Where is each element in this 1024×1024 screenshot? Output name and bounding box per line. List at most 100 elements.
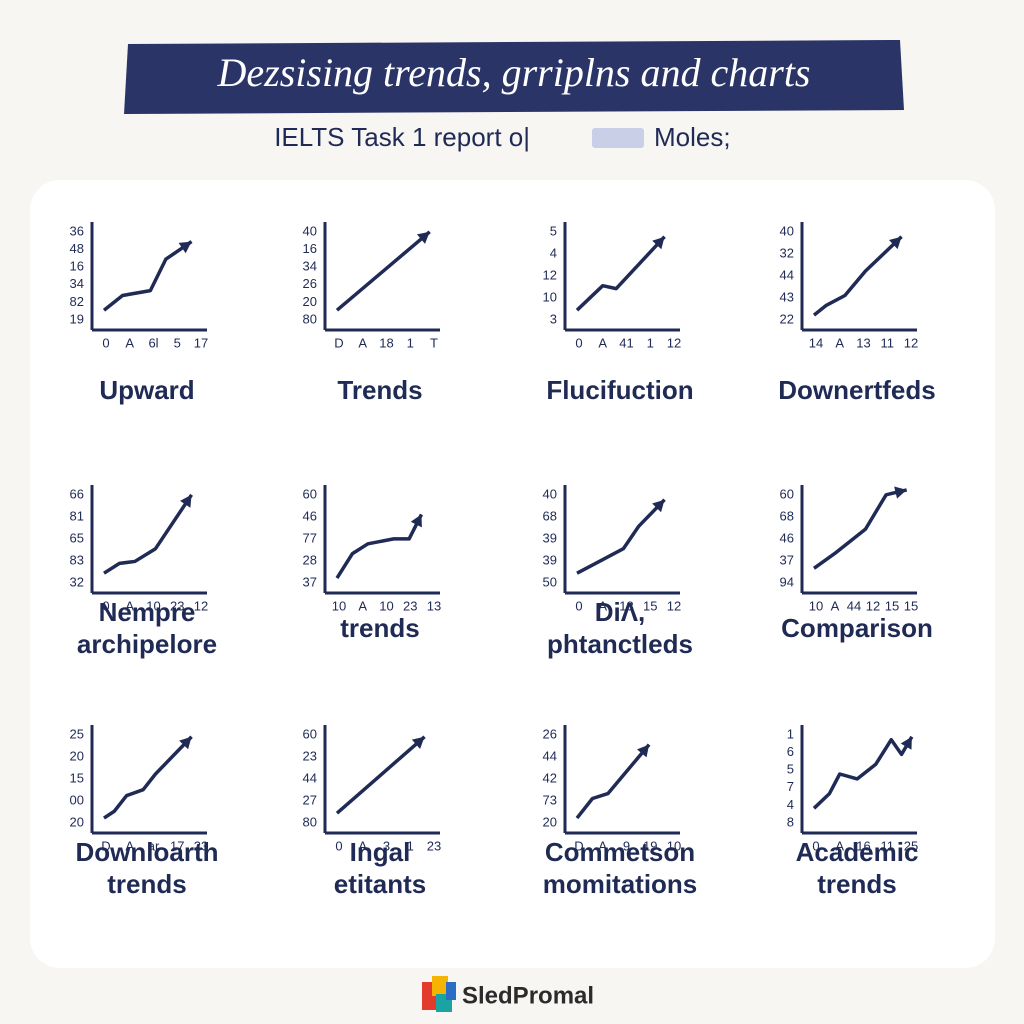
x-tick-label: A <box>125 335 134 350</box>
x-tick-label: A <box>125 598 134 613</box>
subtitle: IELTS Task 1 report o| <box>274 122 530 152</box>
arrow-head <box>178 241 192 254</box>
y-tick-label: 60 <box>303 486 317 501</box>
x-tick-label: 12 <box>866 598 880 613</box>
title: Dezsising trends, grriplns and charts <box>216 50 810 95</box>
y-tick-label: 40 <box>543 486 557 501</box>
y-tick-label: 40 <box>303 223 317 238</box>
y-tick-label: 20 <box>303 294 317 309</box>
x-tick-label: 18 <box>379 335 393 350</box>
arrow-head <box>179 736 192 750</box>
y-tick-label: 23 <box>303 748 317 763</box>
x-tick-label: 1 <box>647 335 654 350</box>
x-tick-label: 19 <box>643 838 657 853</box>
y-tick-label: 60 <box>303 726 317 741</box>
x-tick-label: 12 <box>904 335 918 350</box>
y-tick-label: 50 <box>543 574 557 589</box>
y-tick-label: 66 <box>70 486 84 501</box>
y-tick-label: 37 <box>303 574 317 589</box>
caption: trends <box>107 869 186 899</box>
caption: Trends <box>337 375 422 405</box>
y-tick-label: 20 <box>70 748 84 763</box>
y-tick-label: 20 <box>543 814 557 829</box>
y-tick-label: 94 <box>780 574 794 589</box>
y-tick-label: 65 <box>70 530 84 545</box>
y-tick-label: 8 <box>787 814 794 829</box>
x-tick-label: D <box>334 335 343 350</box>
y-tick-label: 68 <box>543 508 557 523</box>
x-tick-label: 23 <box>427 838 441 853</box>
y-tick-label: 48 <box>70 241 84 256</box>
caption: etitants <box>334 869 426 899</box>
x-tick-label: A <box>598 838 607 853</box>
x-tick-label: 23 <box>403 598 417 613</box>
y-tick-label: 37 <box>780 552 794 567</box>
y-tick-label: 6 <box>787 744 794 759</box>
y-tick-label: 5 <box>550 223 557 238</box>
caption: Commetson <box>545 837 695 867</box>
y-tick-label: 39 <box>543 552 557 567</box>
caption: Flucifuction <box>546 375 693 405</box>
x-tick-label: 6l <box>148 335 158 350</box>
y-tick-label: 39 <box>543 530 557 545</box>
caption: DiɅ, <box>595 597 646 627</box>
y-tick-label: 19 <box>70 311 84 326</box>
x-tick-label: 10 <box>146 598 160 613</box>
x-tick-label: 9 <box>623 838 630 853</box>
caption: Comparison <box>781 613 933 643</box>
x-tick-label: 0 <box>575 598 582 613</box>
y-tick-label: 80 <box>303 814 317 829</box>
x-tick-label: 1 <box>407 335 414 350</box>
x-tick-label: 10 <box>667 838 681 853</box>
card-panel <box>30 180 995 968</box>
caption: phtanctleds <box>547 629 693 659</box>
x-tick-label: 12 <box>194 598 208 613</box>
y-tick-label: 26 <box>303 276 317 291</box>
x-tick-label: 0 <box>812 838 819 853</box>
y-tick-label: 81 <box>70 508 84 523</box>
arrow-head <box>900 736 912 750</box>
y-tick-label: 32 <box>780 245 794 260</box>
x-tick-label: 13 <box>427 598 441 613</box>
logo-part <box>446 982 456 1000</box>
x-tick-label: 3 <box>383 838 390 853</box>
arrow-head <box>180 494 192 508</box>
x-tick-label: 23 <box>194 838 208 853</box>
x-tick-label: D <box>574 838 583 853</box>
caption: Downertfeds <box>778 375 935 405</box>
caption: Ingal <box>350 837 411 867</box>
y-tick-label: 82 <box>70 294 84 309</box>
x-tick-label: 0 <box>102 335 109 350</box>
arrow-head <box>894 486 907 499</box>
subtitle-icon <box>592 128 644 148</box>
y-tick-label: 15 <box>70 770 84 785</box>
x-tick-label: 41 <box>619 335 633 350</box>
x-tick-label: 10 <box>379 598 393 613</box>
x-tick-label: 0 <box>102 598 109 613</box>
trend-line <box>102 240 193 312</box>
y-tick-label: 43 <box>780 289 794 304</box>
y-tick-label: 4 <box>550 245 557 260</box>
trend-line <box>335 230 431 312</box>
x-tick-label: 0 <box>335 838 342 853</box>
trend-line <box>335 513 424 580</box>
x-tick-label: 12 <box>667 598 681 613</box>
y-tick-label: 27 <box>303 792 317 807</box>
y-tick-label: 28 <box>303 552 317 567</box>
x-tick-label: 25 <box>904 838 918 853</box>
caption: trends <box>340 613 419 643</box>
x-tick-label: 11 <box>881 838 895 853</box>
x-tick-label: 44 <box>847 598 861 613</box>
y-tick-label: 22 <box>780 311 794 326</box>
x-tick-label: ar <box>148 838 160 853</box>
arrow-head <box>888 236 902 250</box>
y-tick-label: 16 <box>303 241 317 256</box>
caption: Upward <box>99 375 194 405</box>
y-tick-label: 4 <box>787 797 794 812</box>
trend-line <box>812 235 903 317</box>
y-tick-label: 1 <box>787 726 794 741</box>
y-tick-label: 77 <box>303 530 317 545</box>
x-tick-label: A <box>358 335 367 350</box>
y-tick-label: 36 <box>70 223 84 238</box>
